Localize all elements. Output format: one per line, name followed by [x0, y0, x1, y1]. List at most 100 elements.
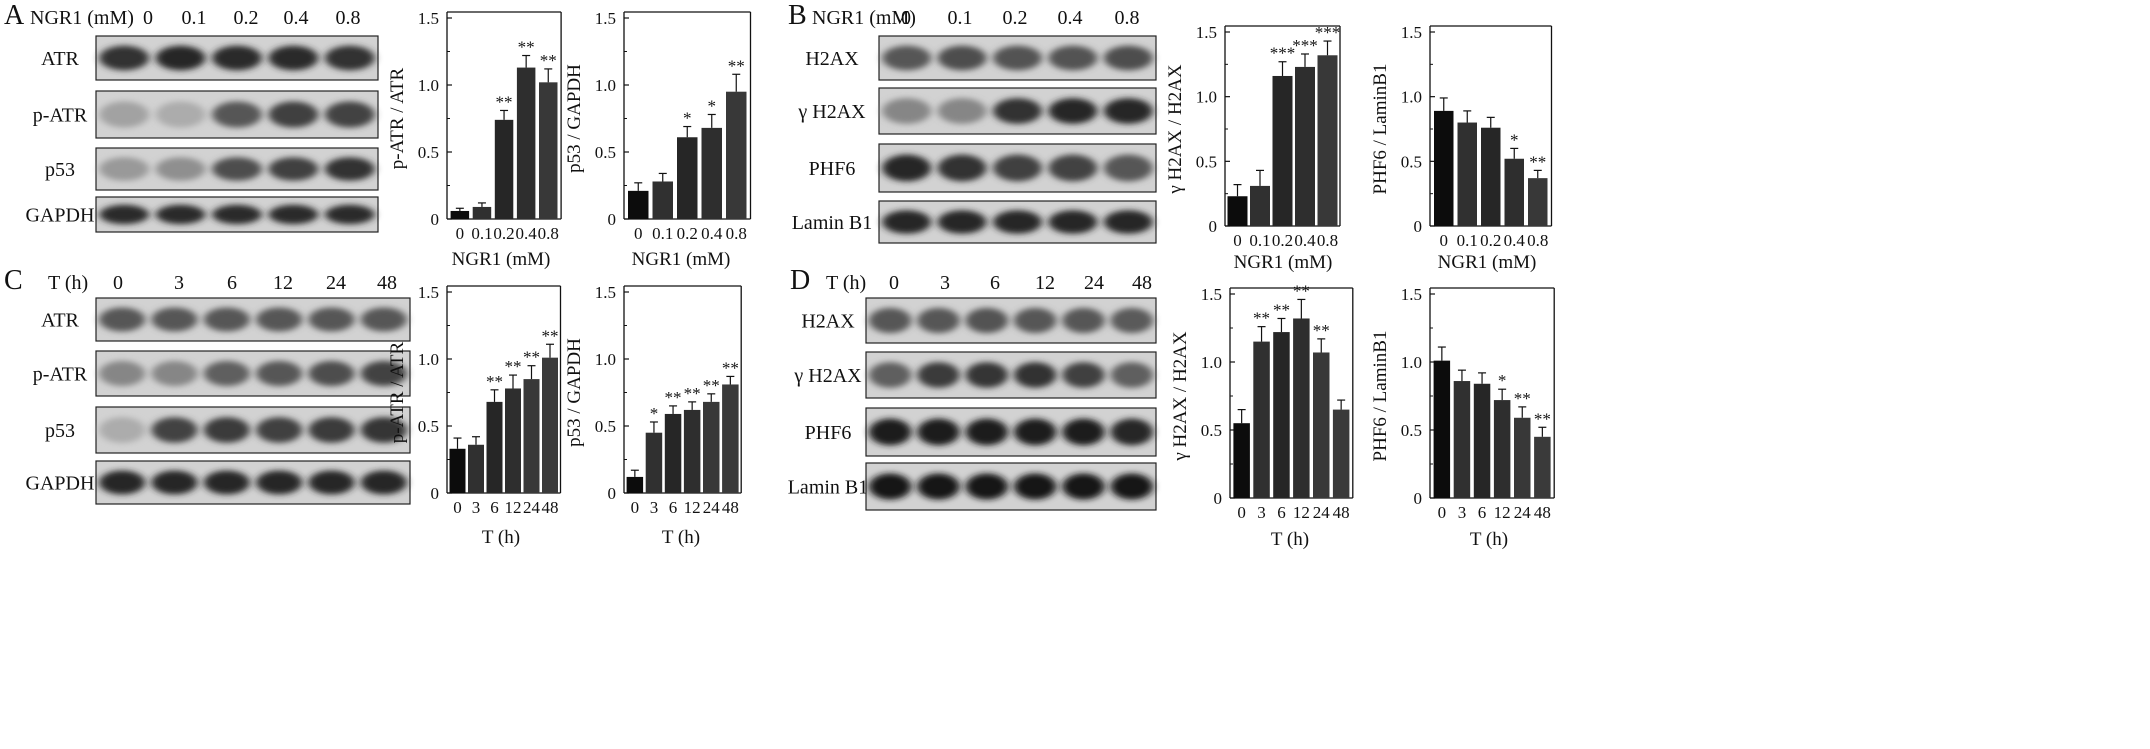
y-tick-label: 1.5: [1401, 285, 1422, 304]
bar: [1514, 417, 1531, 498]
significance-marker: **: [1529, 152, 1546, 171]
x-tick-label: 12: [684, 498, 701, 517]
blot-band: [268, 101, 319, 128]
blot-band: [1013, 362, 1057, 388]
x-tick-label: 3: [1257, 503, 1266, 522]
blot-panel-d: D T (h) 0 3 6 12 24 48 H2AX γ H2AX PHF6 Lamin B1: [788, 265, 1157, 511]
y-tick-label: 0: [608, 484, 617, 503]
blot-band: [99, 417, 146, 443]
blot-band: [1062, 473, 1105, 500]
blot-band: [993, 154, 1042, 182]
x-tick-label: 3: [650, 498, 659, 517]
blot-background: [865, 297, 1157, 344]
bar: [683, 409, 701, 493]
blot-label: GAPDH: [26, 205, 95, 227]
bar: [726, 91, 747, 219]
significance-marker: **: [540, 51, 557, 70]
x-tick-label: 6: [1277, 503, 1286, 522]
x-tick-label: 0: [453, 498, 462, 517]
bar: [449, 448, 466, 493]
blot-band: [882, 98, 932, 124]
y-tick-label: 1.5: [1201, 285, 1222, 304]
y-tick-label: 1.5: [1196, 23, 1217, 42]
lane-label: 48: [377, 272, 397, 294]
blot-band: [882, 154, 932, 182]
blot-band: [99, 204, 150, 225]
y-tick-label: 0.5: [1201, 421, 1222, 440]
blot-label: γ H2AX: [797, 101, 866, 123]
y-tick-label: 0: [608, 210, 617, 229]
bar: [677, 137, 698, 219]
blot-band: [1048, 45, 1098, 71]
blot-band: [256, 360, 303, 387]
lane-label: 3: [940, 272, 950, 294]
y-tick-label: 1.5: [595, 283, 616, 302]
x-tick-label: 0.2: [1480, 231, 1501, 250]
panel-letter: D: [790, 265, 810, 296]
bar-chart-a-1: 0 0.5 1.0 1.5 p-ATR / ATR 0 0.1 ** 0.2 ** 0.4 ** 0.8…: [387, 9, 562, 270]
bar: [1528, 178, 1548, 226]
blot-label: p-ATR: [33, 364, 88, 386]
y-tick-label: 0.5: [418, 417, 439, 436]
blot-band: [155, 204, 206, 225]
x-tick-label: 48: [1534, 503, 1551, 522]
blot-band: [1048, 98, 1098, 124]
bar: [1313, 352, 1330, 498]
significance-marker: *: [683, 109, 692, 128]
significance-marker: **: [703, 376, 720, 395]
significance-marker: **: [542, 326, 559, 345]
blot-strip: [878, 200, 1157, 244]
blot-strip: [95, 90, 379, 139]
x-tick-label: 3: [472, 498, 481, 517]
x-tick-label: 0.4: [701, 224, 723, 243]
bar: [1534, 436, 1551, 498]
blot-label: p53: [45, 159, 75, 181]
blot-label: Lamin B1: [792, 212, 873, 234]
significance-marker: **: [496, 92, 513, 111]
lane-label: 0: [889, 272, 899, 294]
y-tick-label: 1.0: [418, 76, 439, 95]
y-tick-label: 0.5: [1401, 421, 1422, 440]
blot-band: [212, 157, 262, 181]
x-tick-label: 24: [523, 498, 541, 517]
significance-marker: ***: [1315, 23, 1341, 42]
bar: [1457, 122, 1477, 226]
blot-background: [865, 462, 1157, 511]
blot-label: PHF6: [809, 158, 856, 180]
y-axis-label: γ H2AX / H2AX: [1170, 331, 1191, 462]
lane-label: 0.8: [1115, 7, 1140, 29]
bar: [1481, 127, 1501, 226]
blot-background: [95, 406, 411, 454]
blot-band: [360, 360, 407, 387]
y-axis-label: γ H2AX / H2AX: [1165, 64, 1186, 195]
bar: [1317, 55, 1338, 226]
bar: [652, 181, 673, 219]
blot-band: [324, 157, 375, 181]
x-tick-label: 0.8: [1317, 231, 1338, 250]
y-tick-label: 0: [1209, 217, 1218, 236]
lane-label: 12: [1035, 272, 1055, 294]
x-axis-label: NGR1 (mM): [1438, 252, 1537, 273]
bar: [722, 384, 739, 493]
x-tick-label: 0.1: [1457, 231, 1478, 250]
blot-band: [324, 204, 375, 225]
significance-marker: **: [518, 38, 535, 57]
x-axis-label: NGR1 (mM): [1234, 252, 1333, 273]
blot-band: [917, 362, 960, 388]
blot-band: [268, 204, 319, 225]
y-tick-label: 1.0: [595, 350, 616, 369]
y-tick-label: 0.5: [1401, 152, 1422, 171]
blot-label: H2AX: [801, 311, 855, 333]
significance-marker: **: [1534, 409, 1551, 428]
blot-band: [917, 307, 960, 334]
bar: [628, 190, 649, 219]
x-tick-label: 12: [1494, 503, 1511, 522]
y-tick-label: 1.0: [1196, 88, 1217, 107]
y-axis-label: PHF6 / LaminB1: [1370, 64, 1391, 195]
lane-label: 48: [1132, 272, 1152, 294]
bar: [1293, 318, 1310, 498]
blot-band: [1103, 98, 1153, 124]
blot-band: [308, 307, 355, 332]
significance-marker: **: [665, 388, 682, 407]
